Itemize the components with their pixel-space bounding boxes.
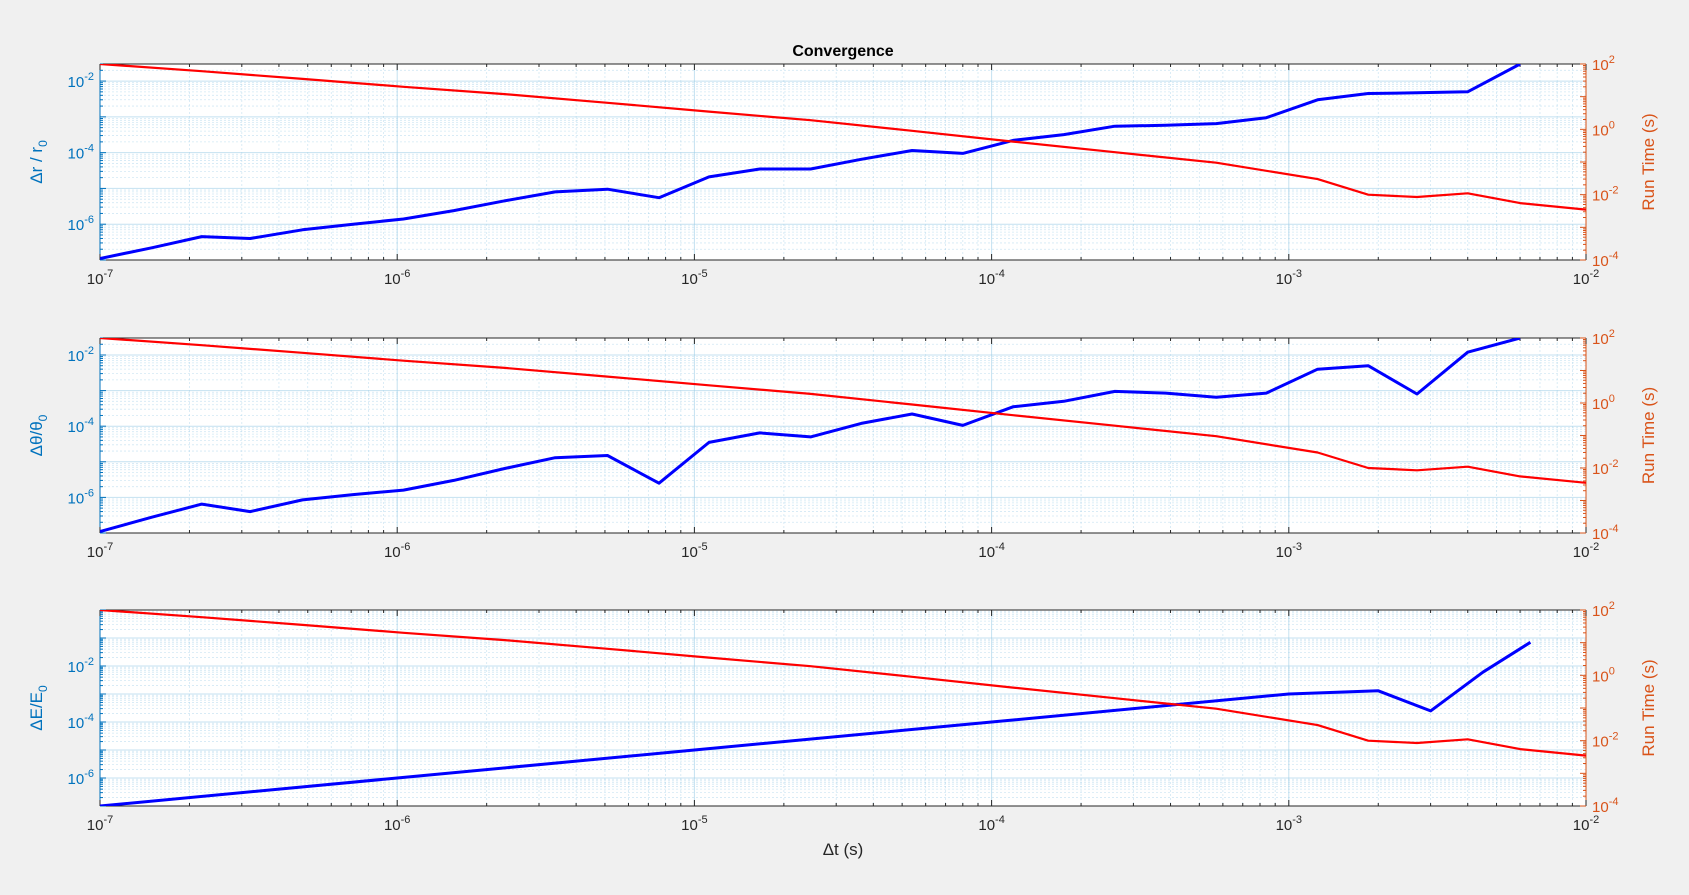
x-tick-label: 10-4 [978, 541, 1004, 561]
left-y-axis-label: Δθ/θ0 [27, 414, 50, 456]
x-tick-label: 10-4 [978, 814, 1004, 834]
left-y-axis-label: ΔE/E0 [27, 685, 50, 731]
left-y-tick-label: 10-2 [68, 345, 94, 365]
left-y-tick-label: 10-4 [68, 416, 94, 436]
left-y-tick-label: 10-4 [68, 712, 94, 732]
plot-panel-1: 10-7 10-6 10-5 10-4 10-3 10-210-610-410-210-4… [27, 54, 1658, 288]
x-tick-label: 10-3 [1276, 541, 1302, 561]
plot-panel-2: 10-7 10-6 10-5 10-4 10-3 10-210-610-410-210-4… [27, 328, 1658, 561]
left-y-axis-label: Δr / r0 [27, 140, 50, 184]
series-group [100, 64, 1586, 260]
plot-area [100, 338, 1586, 533]
plot-area [100, 610, 1586, 806]
x-tick-label: 10-5 [681, 814, 707, 834]
x-tick-label: 10-4 [978, 268, 1004, 288]
x-tick-label: 10-6 [384, 814, 410, 834]
x-tick-label: 10-7 [87, 268, 113, 288]
error-series-line [100, 641, 1532, 806]
right-y-axis-label: Run Time (s) [1639, 659, 1658, 756]
x-tick-label: 10-3 [1276, 814, 1302, 834]
right-y-tick-label: 10-4 [1592, 250, 1618, 270]
right-y-tick-label: 100 [1592, 119, 1615, 139]
right-y-axis-label: Run Time (s) [1639, 113, 1658, 210]
right-y-tick-label: 102 [1592, 600, 1615, 620]
x-tick-label: 10-7 [87, 541, 113, 561]
x-tick-label: 10-5 [681, 541, 707, 561]
series-group [100, 610, 1586, 806]
left-y-tick-label: 10-4 [68, 143, 94, 163]
error-series-line [100, 338, 1521, 533]
x-axis-label: Δt (s) [823, 840, 864, 859]
x-tick-label: 10-5 [681, 268, 707, 288]
right-y-tick-label: 102 [1592, 328, 1615, 348]
right-y-tick-label: 102 [1592, 54, 1615, 74]
right-y-tick-label: 100 [1592, 393, 1615, 413]
x-tick-label: 10-2 [1573, 268, 1599, 288]
right-y-tick-label: 10-2 [1592, 731, 1618, 751]
runtime-series-line [100, 338, 1586, 484]
series-group [100, 338, 1586, 533]
plot-panel-3: 10-7 10-6 10-5 10-4 10-3 10-210-610-410-210-4… [27, 600, 1658, 859]
x-tick-label: 10-2 [1573, 541, 1599, 561]
runtime-series-line [100, 610, 1586, 757]
runtime-series-line [100, 64, 1586, 211]
right-y-tick-label: 100 [1592, 665, 1615, 685]
right-y-tick-label: 10-4 [1592, 796, 1618, 816]
right-y-tick-label: 10-2 [1592, 185, 1618, 205]
x-tick-label: 10-3 [1276, 268, 1302, 288]
x-tick-label: 10-6 [384, 268, 410, 288]
x-tick-label: 10-7 [87, 814, 113, 834]
right-y-tick-label: 10-4 [1592, 523, 1618, 543]
x-tick-label: 10-6 [384, 541, 410, 561]
left-y-tick-label: 10-6 [68, 768, 94, 788]
left-y-tick-label: 10-6 [68, 214, 94, 234]
left-y-tick-label: 10-2 [68, 656, 94, 676]
error-series-line [100, 64, 1521, 260]
left-y-tick-label: 10-6 [68, 487, 94, 507]
left-y-tick-label: 10-2 [68, 71, 94, 91]
right-y-axis-label: Run Time (s) [1639, 387, 1658, 484]
figure-title: Convergence [792, 43, 893, 60]
x-tick-label: 10-2 [1573, 814, 1599, 834]
right-y-tick-label: 10-2 [1592, 458, 1618, 478]
